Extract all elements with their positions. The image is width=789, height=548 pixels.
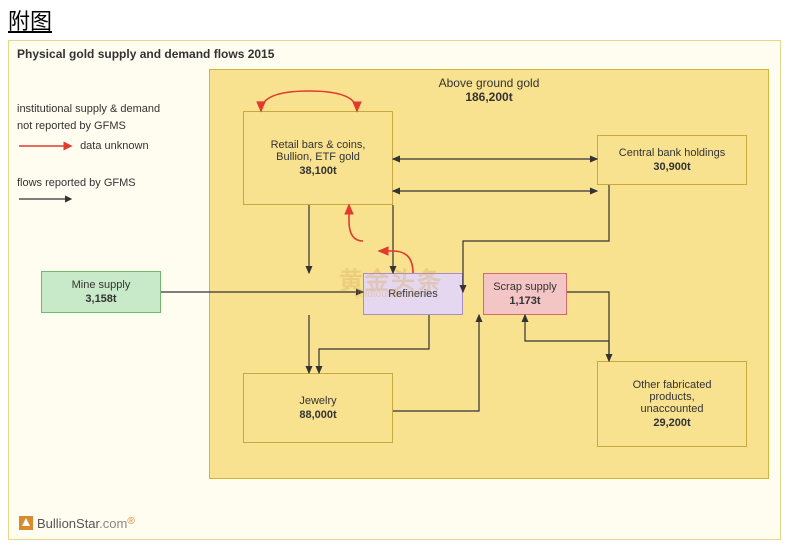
node-scrap-label: Scrap supply bbox=[488, 281, 562, 293]
legend-inst-supply: institutional supply & demand not report… bbox=[17, 101, 197, 134]
diagram-frame: Physical gold supply and demand flows 20… bbox=[8, 40, 781, 540]
legend: institutional supply & demand not report… bbox=[17, 101, 197, 212]
node-scrap: Scrap supply 1,173t bbox=[483, 273, 567, 315]
node-scrap-value: 1,173t bbox=[488, 295, 562, 307]
node-central: Central bank holdings 30,900t bbox=[597, 135, 747, 185]
node-other-value: 29,200t bbox=[602, 417, 742, 429]
legend-black-arrow: flows reported by GFMS bbox=[17, 175, 197, 208]
node-refine: Refineries bbox=[363, 273, 463, 315]
brand-logo: BullionStar.com® bbox=[19, 516, 135, 531]
node-mine-label: Mine supply bbox=[46, 279, 156, 291]
node-other-label: Other fabricatedproducts,unaccounted bbox=[602, 379, 742, 415]
node-other: Other fabricatedproducts,unaccounted 29,2… bbox=[597, 361, 747, 447]
node-jewelry-label: Jewelry bbox=[248, 395, 388, 407]
node-mine-value: 3,158t bbox=[46, 293, 156, 305]
node-mine: Mine supply 3,158t bbox=[41, 271, 161, 313]
above-ground-label: Above ground gold 186,200t bbox=[210, 76, 768, 104]
node-refine-label: Refineries bbox=[368, 288, 458, 300]
node-central-label: Central bank holdings bbox=[602, 147, 742, 159]
node-jewelry-value: 88,000t bbox=[248, 409, 388, 421]
node-central-value: 30,900t bbox=[602, 161, 742, 173]
star-icon bbox=[19, 516, 33, 530]
node-jewelry: Jewelry 88,000t bbox=[243, 373, 393, 443]
chart-title: Physical gold supply and demand flows 20… bbox=[17, 47, 274, 61]
node-retail-value: 38,100t bbox=[248, 165, 388, 177]
node-retail: Retail bars & coins,Bullion, ETF gold 38,… bbox=[243, 111, 393, 205]
page-label: 附图 bbox=[0, 0, 789, 40]
node-retail-label: Retail bars & coins,Bullion, ETF gold bbox=[248, 139, 388, 163]
legend-red-arrow: data unknown bbox=[17, 138, 197, 155]
